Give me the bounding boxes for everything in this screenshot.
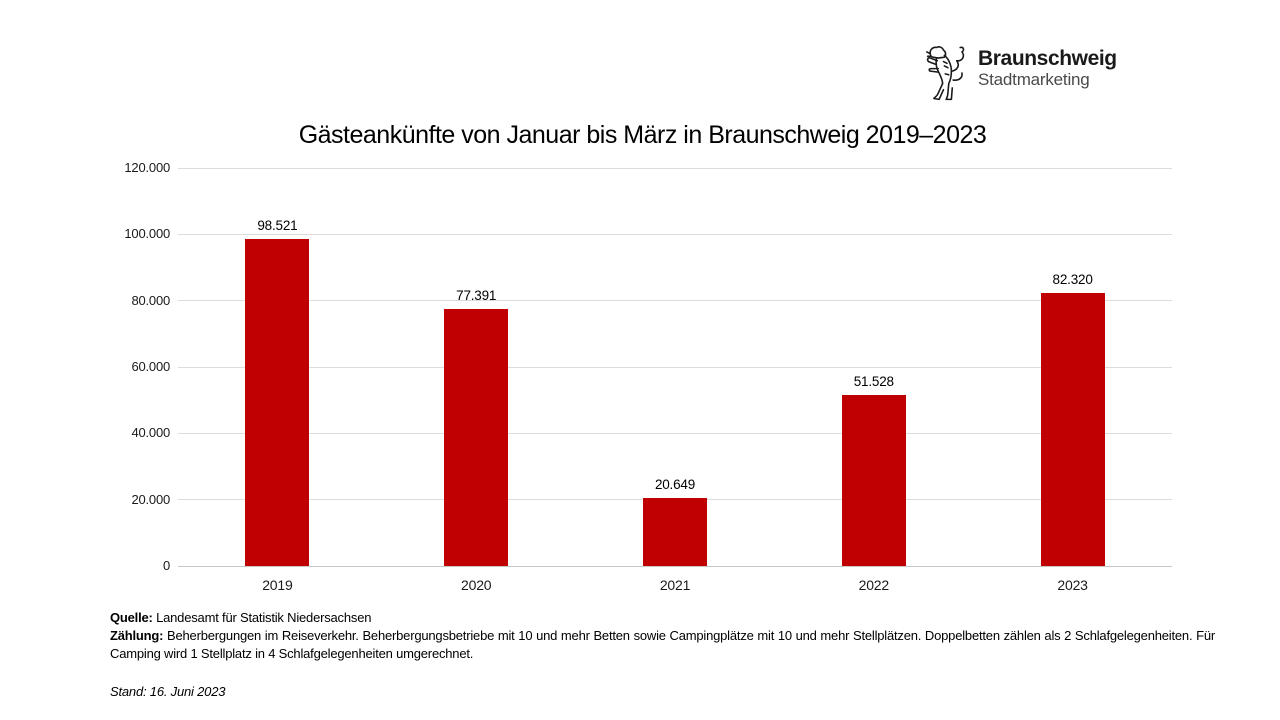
gridline bbox=[178, 233, 1172, 235]
x-tick-label: 2020 bbox=[461, 577, 492, 593]
bar-value-label: 77.391 bbox=[456, 288, 497, 304]
y-tick-label: 120.000 bbox=[124, 160, 170, 175]
logo-sub-text: Stadtmarketing bbox=[978, 70, 1090, 89]
bar-value-label: 20.649 bbox=[654, 476, 696, 492]
x-tick-label: 2019 bbox=[262, 577, 293, 593]
logo-brand-text: Braunschweig bbox=[978, 47, 1117, 70]
footer-method-label: Zählung: bbox=[110, 628, 164, 643]
bar-value-label: 51.528 bbox=[853, 374, 894, 390]
gridline bbox=[178, 300, 1172, 302]
footer-method-text: Beherbergungen im Reiseverkehr. Beherber… bbox=[110, 628, 1215, 661]
x-tick-label: 2023 bbox=[1057, 577, 1088, 593]
gridline bbox=[178, 167, 1172, 169]
footer-notes: Quelle: Landesamt für Statistik Niedersa… bbox=[110, 609, 1215, 663]
footer-source-label: Quelle: bbox=[110, 610, 153, 625]
y-tick-label: 60.000 bbox=[131, 359, 170, 374]
braunschweig-lion-icon bbox=[925, 46, 965, 101]
bar bbox=[245, 239, 310, 566]
x-tick-label: 2022 bbox=[858, 577, 890, 593]
y-tick-label: 80.000 bbox=[131, 292, 170, 308]
logo-text: Braunschweig Stadtmarketing bbox=[978, 44, 1117, 90]
chart-title: Gästeankünfte von Januar bis März in Bra… bbox=[298, 121, 987, 149]
x-tick-label: 2021 bbox=[659, 577, 691, 593]
bar bbox=[841, 395, 906, 566]
footer-source: Quelle: Landesamt für Statistik Niedersa… bbox=[110, 609, 1215, 627]
footer-method: Zählung: Beherbergungen im Reiseverkehr.… bbox=[110, 627, 1215, 663]
bar bbox=[444, 309, 509, 566]
gridline bbox=[178, 366, 1172, 368]
bar-value-label: 82.320 bbox=[1052, 271, 1093, 287]
gridline bbox=[178, 565, 1172, 567]
footer-source-text: Landesamt für Statistik Niedersachsen bbox=[156, 610, 372, 625]
footer-date: Stand: 16. Juni 2023 bbox=[110, 684, 226, 699]
logo: Braunschweig Stadtmarketing bbox=[924, 44, 1117, 102]
y-tick-label: 40.000 bbox=[131, 425, 170, 441]
plot-area: 0 20.000 40.000 60.000 80.000 100.000 120.000 9… bbox=[124, 160, 1172, 593]
y-tick-label: 0 bbox=[162, 558, 170, 573]
bar bbox=[1040, 292, 1105, 566]
y-tick-label: 20.000 bbox=[131, 491, 170, 507]
gridline bbox=[178, 432, 1172, 434]
y-tick-label: 100.000 bbox=[124, 226, 170, 242]
bar-value-label: 98.521 bbox=[257, 218, 298, 234]
bar bbox=[643, 497, 707, 566]
